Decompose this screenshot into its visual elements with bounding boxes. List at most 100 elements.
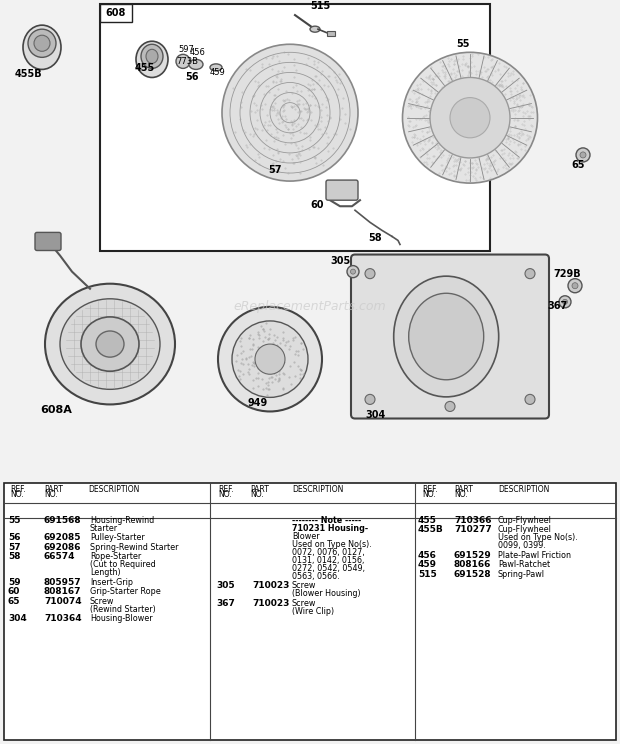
Text: 304: 304: [8, 615, 27, 623]
Text: 692086: 692086: [44, 543, 81, 552]
Ellipse shape: [45, 283, 175, 405]
Ellipse shape: [96, 331, 124, 357]
Text: (Blower Housing): (Blower Housing): [292, 589, 361, 598]
Text: Blower: Blower: [292, 532, 320, 541]
Bar: [100, 4, 132, 22]
Text: 57: 57: [8, 543, 20, 552]
Text: 0563, 0566.: 0563, 0566.: [292, 572, 340, 581]
Ellipse shape: [210, 64, 222, 71]
Circle shape: [255, 344, 285, 374]
Ellipse shape: [81, 317, 139, 371]
Ellipse shape: [189, 60, 203, 69]
Text: NO.: NO.: [44, 490, 58, 499]
Text: Spring-Rewind Starter: Spring-Rewind Starter: [90, 543, 179, 552]
Text: 305: 305: [330, 256, 350, 266]
Text: 455: 455: [418, 516, 437, 525]
Text: 0099, 0399.: 0099, 0399.: [498, 542, 546, 551]
Text: 691568: 691568: [44, 516, 82, 525]
Text: (Cut to Required: (Cut to Required: [90, 560, 156, 569]
Circle shape: [365, 394, 375, 405]
Text: Cup-Flywheel: Cup-Flywheel: [498, 525, 552, 534]
Circle shape: [580, 152, 586, 158]
Text: Rope-Starter: Rope-Starter: [90, 552, 141, 562]
Text: 691529: 691529: [454, 551, 492, 560]
Text: 729B: 729B: [553, 269, 580, 279]
FancyBboxPatch shape: [351, 254, 549, 419]
Text: DESCRIPTION: DESCRIPTION: [498, 485, 549, 494]
Text: 0272, 0542, 0549,: 0272, 0542, 0549,: [292, 564, 365, 573]
Text: PART: PART: [250, 485, 269, 494]
Text: 808167: 808167: [44, 588, 81, 597]
Text: 805957: 805957: [44, 578, 82, 587]
Circle shape: [365, 269, 375, 279]
Text: 57: 57: [268, 165, 281, 175]
Text: REF.: REF.: [218, 485, 234, 494]
Text: 60: 60: [8, 588, 20, 597]
Ellipse shape: [394, 276, 498, 397]
Ellipse shape: [146, 49, 158, 63]
Text: 710277: 710277: [454, 525, 492, 534]
Text: 456: 456: [190, 48, 206, 57]
Text: 710364: 710364: [44, 615, 82, 623]
Circle shape: [525, 269, 535, 279]
Text: -------- Note -----: -------- Note -----: [292, 516, 361, 525]
Text: 710023: 710023: [252, 581, 290, 591]
Bar: [100, 4, 490, 251]
Text: Housing-Rewind: Housing-Rewind: [90, 516, 154, 525]
Text: Housing-Blower: Housing-Blower: [90, 615, 153, 623]
Circle shape: [572, 283, 578, 289]
Text: 773B: 773B: [176, 57, 198, 66]
Circle shape: [559, 296, 571, 308]
Circle shape: [347, 266, 359, 278]
Text: 710366: 710366: [454, 516, 492, 525]
Circle shape: [576, 148, 590, 162]
Text: 0072, 0076, 0127,: 0072, 0076, 0127,: [292, 548, 365, 557]
Text: 608A: 608A: [40, 405, 72, 415]
Text: Cup-Flywheel: Cup-Flywheel: [498, 516, 552, 525]
FancyBboxPatch shape: [326, 180, 358, 200]
Text: 55: 55: [456, 39, 469, 49]
Text: 55: 55: [8, 516, 20, 525]
Circle shape: [568, 279, 582, 292]
Text: 455B: 455B: [418, 525, 444, 534]
Text: NO.: NO.: [454, 490, 467, 499]
Text: DESCRIPTION: DESCRIPTION: [292, 485, 343, 494]
Text: 608: 608: [106, 8, 126, 18]
Text: (Wire Clip): (Wire Clip): [292, 607, 334, 616]
Text: 59: 59: [8, 578, 20, 587]
Ellipse shape: [402, 52, 538, 183]
Ellipse shape: [141, 44, 163, 68]
Ellipse shape: [28, 29, 56, 57]
Text: Starter: Starter: [90, 524, 118, 533]
Text: 65: 65: [8, 597, 20, 606]
Text: Spring-Pawl: Spring-Pawl: [498, 570, 545, 579]
Ellipse shape: [136, 41, 168, 77]
Text: 65: 65: [571, 160, 585, 170]
Text: 66574: 66574: [44, 552, 76, 562]
Text: 692085: 692085: [44, 533, 81, 542]
Ellipse shape: [409, 293, 484, 379]
Text: 691528: 691528: [454, 570, 492, 579]
Text: PART: PART: [44, 485, 63, 494]
Text: 515: 515: [418, 570, 436, 579]
Text: NO.: NO.: [250, 490, 264, 499]
Text: 949: 949: [248, 399, 268, 408]
Circle shape: [218, 307, 322, 411]
Circle shape: [562, 299, 567, 304]
Circle shape: [232, 321, 308, 397]
Circle shape: [176, 54, 190, 68]
Circle shape: [222, 44, 358, 181]
Text: 597: 597: [178, 45, 194, 54]
Text: eReplacementParts.com: eReplacementParts.com: [234, 301, 386, 313]
Text: 710023: 710023: [252, 599, 290, 608]
Text: PART: PART: [454, 485, 473, 494]
Text: (Rewind Starter): (Rewind Starter): [90, 605, 156, 614]
Ellipse shape: [34, 35, 50, 51]
Text: 456: 456: [418, 551, 437, 560]
Circle shape: [350, 269, 355, 274]
Text: DESCRIPTION: DESCRIPTION: [88, 485, 140, 494]
Text: 58: 58: [368, 234, 382, 243]
Text: 304: 304: [365, 409, 385, 420]
FancyBboxPatch shape: [35, 232, 61, 251]
Text: 710231 Housing-: 710231 Housing-: [292, 524, 368, 533]
